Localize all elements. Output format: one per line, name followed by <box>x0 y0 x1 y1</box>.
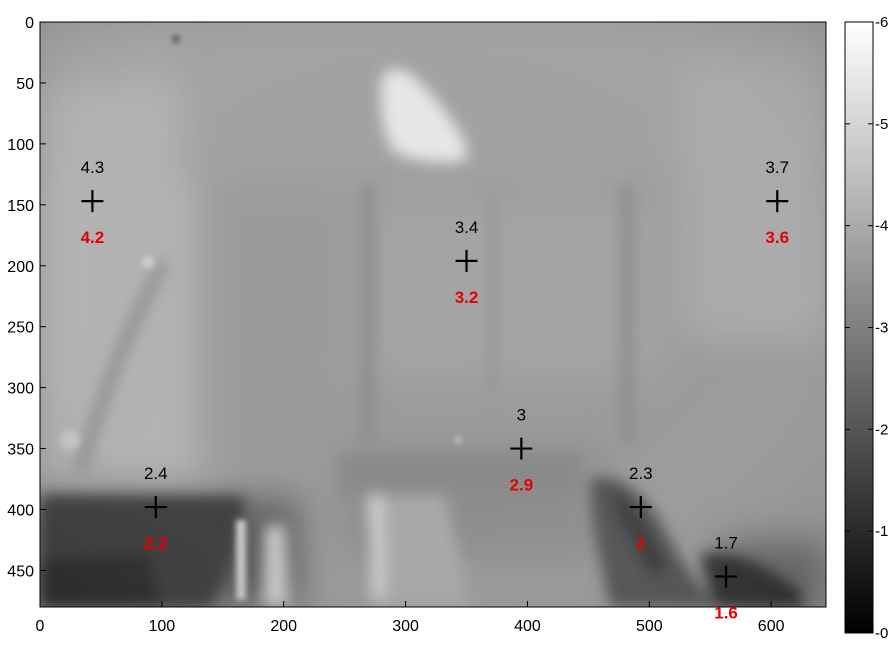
point-label-top: 3.7 <box>765 158 789 177</box>
y-tick-label: 250 <box>7 320 34 337</box>
x-tick-label: 0 <box>36 618 45 635</box>
x-tick-label: 500 <box>636 618 663 635</box>
point-label-bottom: 3.6 <box>765 228 789 247</box>
point-label-bottom: 2.2 <box>144 534 168 553</box>
y-tick-label: 300 <box>7 381 34 398</box>
point-label-bottom: 4.2 <box>81 228 105 247</box>
point-label-bottom: 3.2 <box>455 288 479 307</box>
measurement-point: 32.9 <box>510 406 534 495</box>
point-label-top: 3 <box>517 406 526 425</box>
y-tick-label: 150 <box>7 198 34 215</box>
colorbar-tick-label: -2 <box>875 421 888 438</box>
point-label-top: 1.7 <box>714 534 738 553</box>
point-label-bottom: 2 <box>636 534 645 553</box>
y-tick-label: 350 <box>7 442 34 459</box>
measurement-points: 4.34.23.43.23.73.62.42.232.92.32 1.71.6 <box>81 158 789 622</box>
y-tick-label: 400 <box>7 503 34 520</box>
colorbar-tick-label: -0 <box>875 625 888 642</box>
x-tick-label: 600 <box>758 618 785 635</box>
y-axis: 0 50 100 150 200 250 300 350 400 450 <box>7 15 46 580</box>
y-tick-label: 200 <box>7 259 34 276</box>
y-tick-label: 0 <box>25 15 34 32</box>
heatmap-image <box>40 22 826 607</box>
measurement-point: 3.4 3.2 <box>455 218 479 307</box>
colorbar-axis: -0 -1 -2 -3 -4 -5 -6 <box>845 14 888 642</box>
point-label-bottom: 1.6 <box>714 604 738 623</box>
point-label-top: 2.3 <box>629 464 653 483</box>
x-tick-label: 400 <box>514 618 541 635</box>
x-tick-label: 300 <box>392 618 419 635</box>
y-tick-label: 100 <box>7 137 34 154</box>
measurement-point: 3.7 3.6 <box>765 158 789 247</box>
y-tick-label: 450 <box>7 563 34 580</box>
x-tick-label: 100 <box>149 618 176 635</box>
measurement-point: 1.7 1.6 <box>714 534 738 623</box>
point-label-top: 3.4 <box>455 218 479 237</box>
x-tick-label: 200 <box>270 618 297 635</box>
y-tick-label: 50 <box>16 76 34 93</box>
point-label-bottom: 2.9 <box>510 476 534 495</box>
colorbar-tick-label: -1 <box>875 523 888 540</box>
plot-frame <box>39 21 827 608</box>
colorbar-tick-label: -5 <box>875 116 888 133</box>
x-axis: 0 100 200 300 400 500 600 <box>36 601 785 635</box>
colorbar-tick-label: -4 <box>875 218 888 235</box>
measurement-point: 4.3 4.2 <box>81 158 105 247</box>
colorbar-tick-label: -6 <box>875 14 888 31</box>
point-label-top: 4.3 <box>81 158 105 177</box>
measurement-point: 2.4 2.2 <box>144 464 168 553</box>
measurement-point: 2.32 <box>629 464 653 553</box>
colorbar-tick-label: -3 <box>875 320 888 337</box>
point-label-top: 2.4 <box>144 464 168 483</box>
